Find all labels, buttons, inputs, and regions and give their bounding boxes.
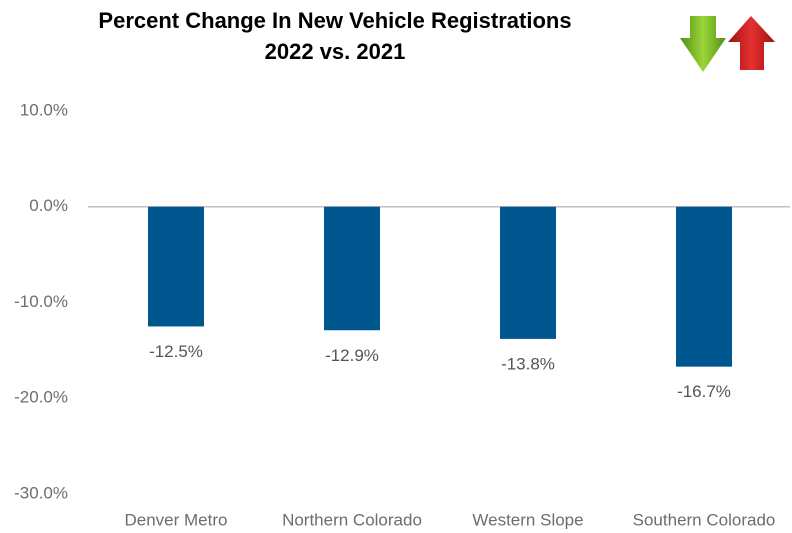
x-tick-label: Southern Colorado — [633, 510, 776, 529]
value-label: -12.9% — [325, 346, 379, 365]
value-label: -13.8% — [501, 354, 555, 373]
value-label: -16.7% — [677, 382, 731, 401]
value-label: -12.5% — [149, 342, 203, 361]
y-tick-label: -20.0% — [14, 388, 68, 407]
x-tick-label: Denver Metro — [125, 510, 228, 529]
bar — [676, 206, 732, 367]
chart-title: 2022 vs. 2021 — [265, 39, 406, 64]
y-tick-label: 10.0% — [20, 100, 68, 119]
y-tick-label: -10.0% — [14, 292, 68, 311]
chart-title: Percent Change In New Vehicle Registrati… — [98, 8, 571, 33]
up-arrow — [728, 16, 775, 70]
y-tick-label: -30.0% — [14, 483, 68, 502]
bar — [500, 206, 556, 339]
y-tick-label: 0.0% — [29, 196, 68, 215]
trend-icons — [680, 16, 775, 72]
x-tick-label: Northern Colorado — [282, 510, 422, 529]
bar — [148, 206, 204, 327]
down-arrow — [680, 16, 726, 72]
x-tick-label: Western Slope — [472, 510, 583, 529]
bar — [324, 206, 380, 331]
